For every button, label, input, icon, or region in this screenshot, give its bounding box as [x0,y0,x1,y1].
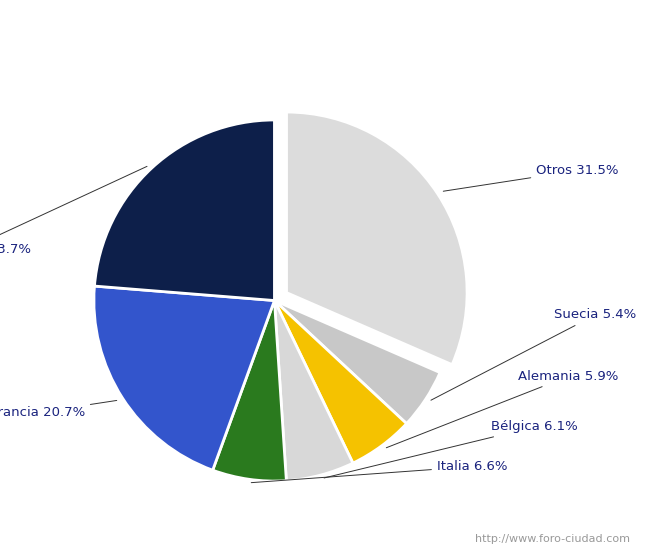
Wedge shape [213,300,287,481]
Text: Países Bajos 23.7%: Países Bajos 23.7% [0,166,147,256]
Wedge shape [94,286,274,470]
Text: http://www.foro-ciudad.com: http://www.foro-ciudad.com [476,535,630,544]
Wedge shape [287,112,467,365]
Wedge shape [274,300,353,481]
Wedge shape [274,300,440,424]
Text: Suecia 5.4%: Suecia 5.4% [431,309,636,400]
Text: Italia 6.6%: Italia 6.6% [252,460,508,483]
Text: Otros 31.5%: Otros 31.5% [443,164,619,191]
Text: Francia 20.7%: Francia 20.7% [0,400,117,419]
Text: Bélgica 6.1%: Bélgica 6.1% [324,420,578,478]
Wedge shape [94,120,274,300]
Text: La Carolina - Turistas extranjeros según país - Abril de 2024: La Carolina - Turistas extranjeros según… [53,21,597,37]
Text: Alemania 5.9%: Alemania 5.9% [386,370,619,448]
Wedge shape [274,300,406,463]
